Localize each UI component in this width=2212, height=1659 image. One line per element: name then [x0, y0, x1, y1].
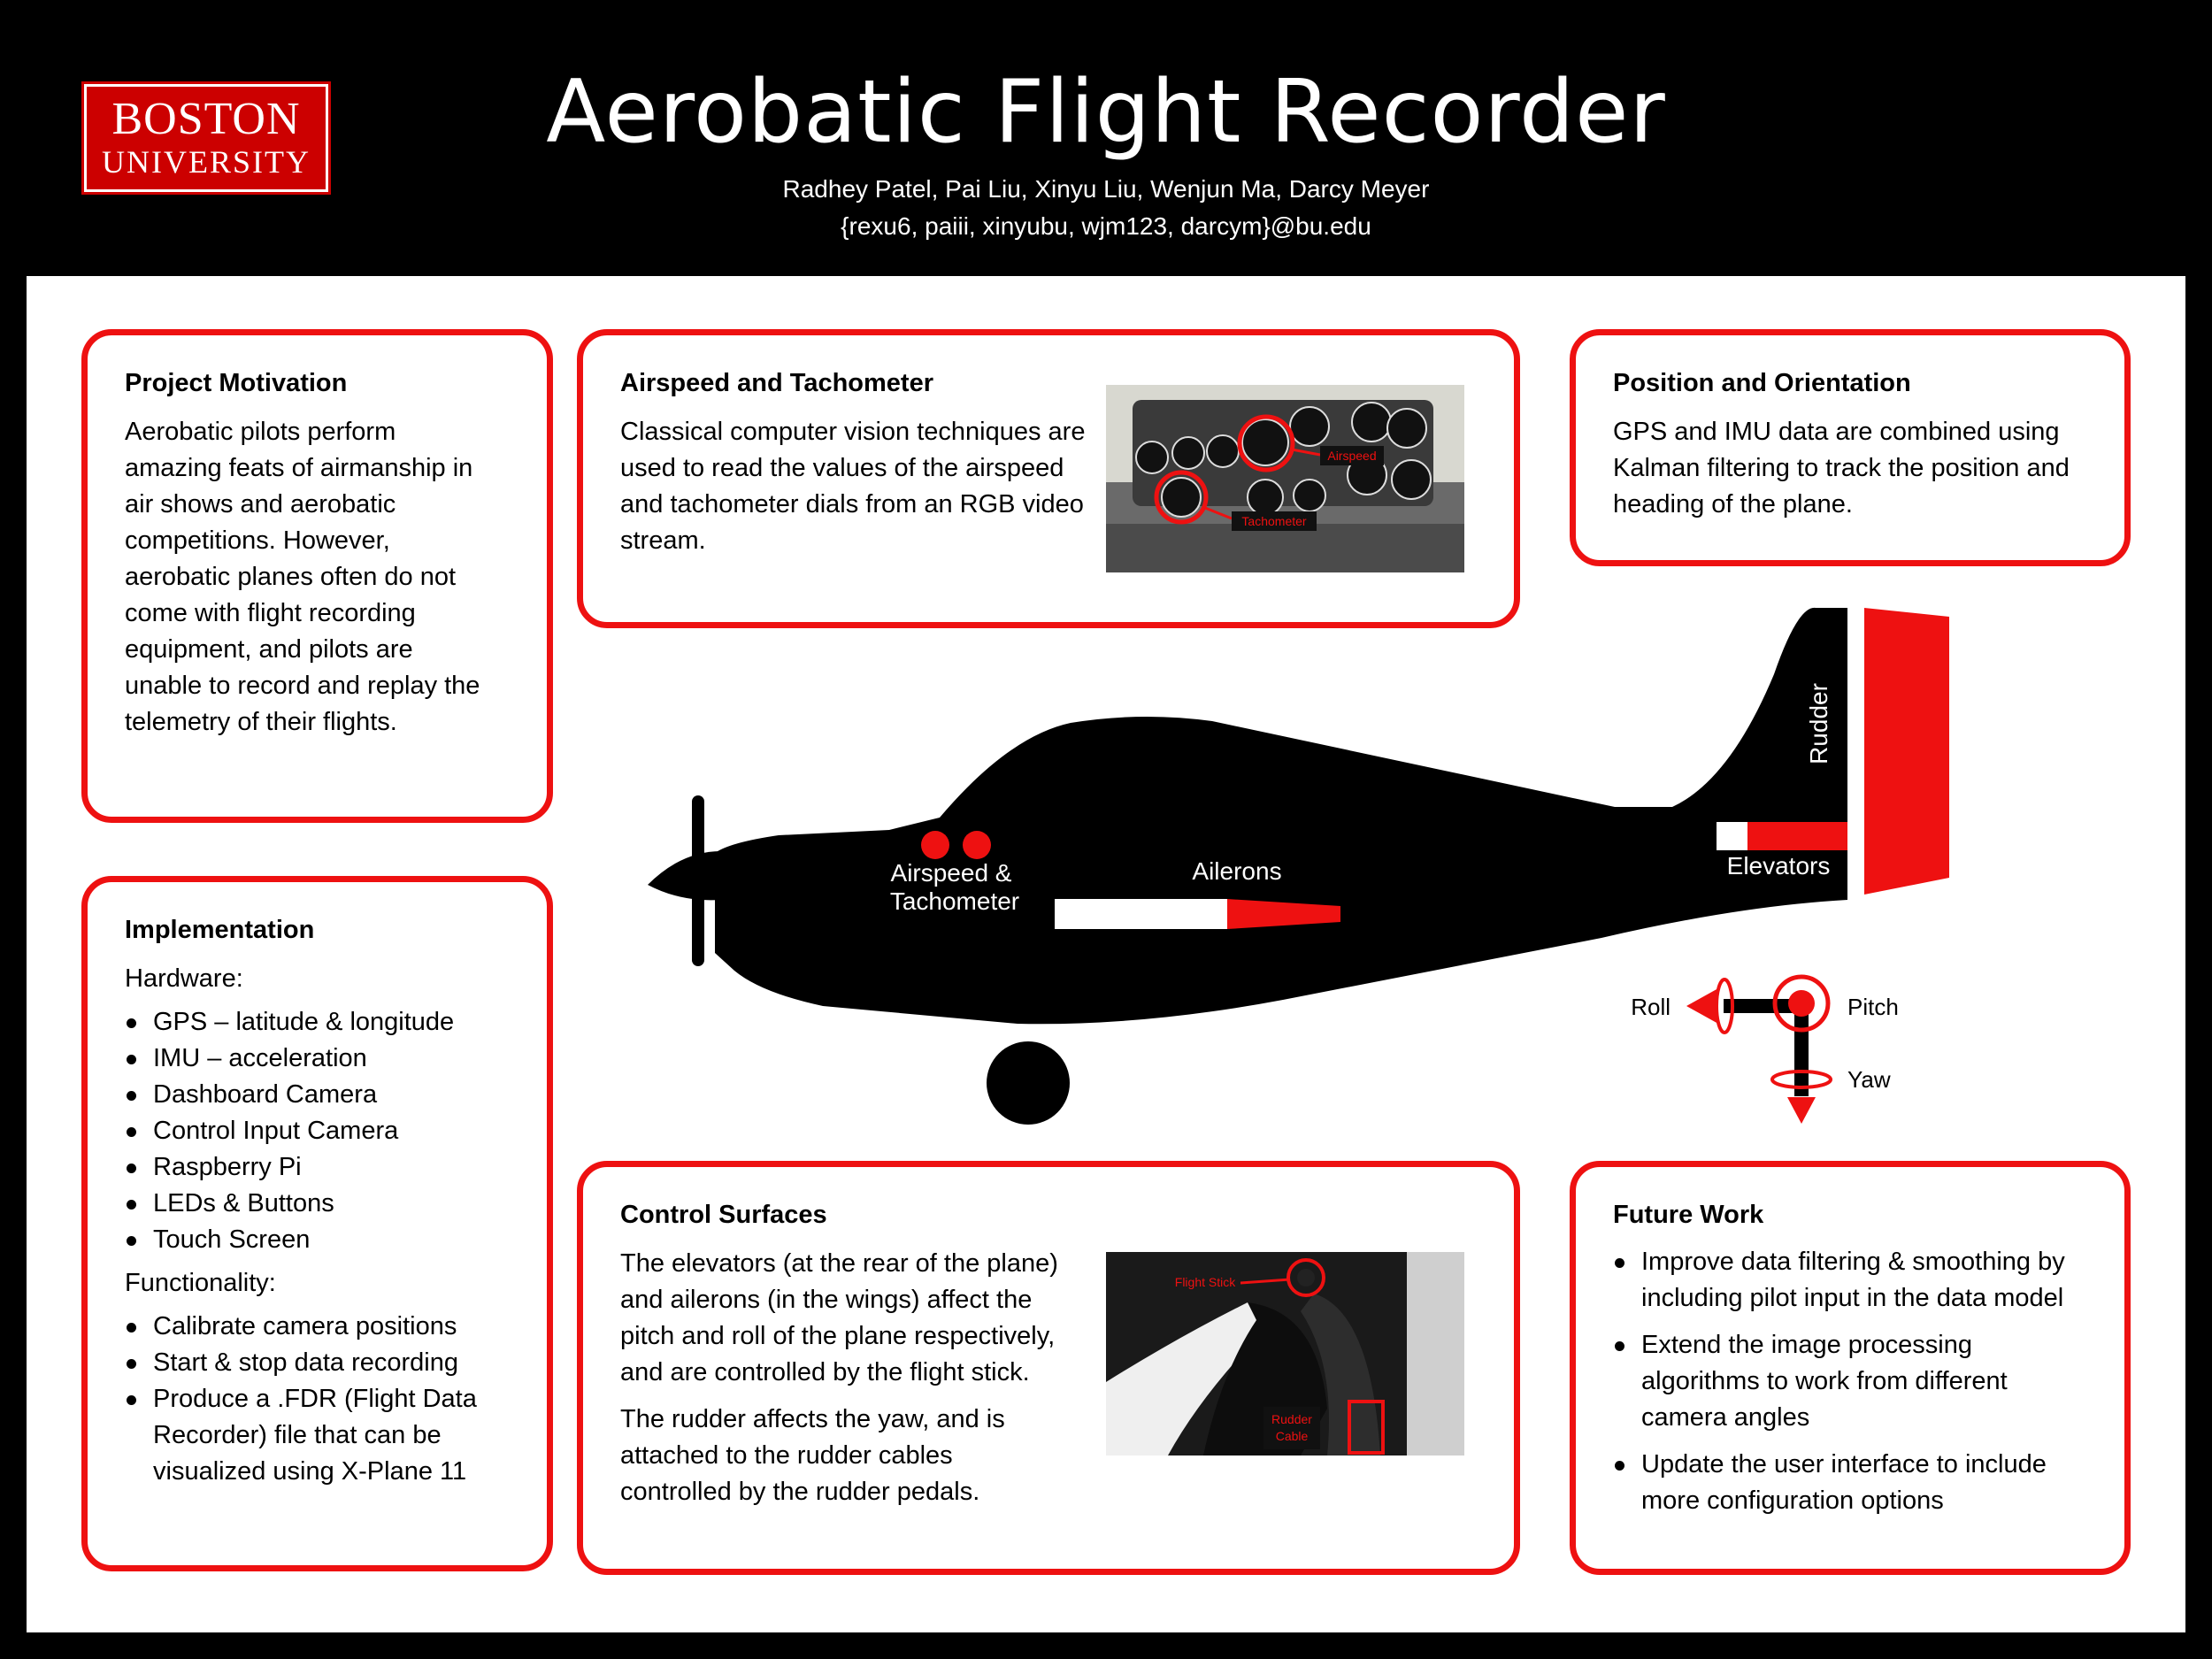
position-orientation-panel: Position and Orientation GPS and IMU dat… [1570, 329, 2131, 566]
axes-indicator: Roll Pitch Yaw [1631, 974, 1899, 1124]
implementation-panel: Implementation Hardware: GPS – latitude … [81, 876, 553, 1571]
flight-stick-photo-label: Flight Stick [1175, 1275, 1236, 1289]
panel-heading: Future Work [1613, 1201, 1764, 1229]
airspeed-label-line2: Tachometer [890, 887, 1019, 915]
ailerons-label: Ailerons [1192, 857, 1281, 885]
list-item: Extend the image processing algorithms t… [1613, 1327, 2091, 1436]
list-item: LEDs & Buttons [125, 1186, 547, 1222]
aileron-wing-bar [1055, 899, 1227, 929]
project-motivation-panel: Project Motivation Aerobatic pilots perf… [81, 329, 553, 823]
elevators-label: Elevators [1727, 852, 1831, 879]
panel-heading: Implementation [125, 916, 315, 944]
list-item: Update the user interface to include mor… [1613, 1447, 2091, 1519]
panel-body: Aerobatic pilots perform amazing feats o… [125, 418, 480, 736]
panel-heading: Position and Orientation [1613, 369, 1911, 397]
airspeed-label-line1: Airspeed & [891, 859, 1012, 887]
airspeed-photo-label: Airspeed [1327, 449, 1376, 463]
panel-heading: Project Motivation [125, 369, 348, 397]
airplane-diagram: Airspeed Tachometer Flight Stick Rudder … [648, 385, 1949, 1455]
rudder-cable-photo-label-line2: Cable [1276, 1429, 1309, 1443]
rudder-cable-photo-label-line1: Rudder [1271, 1412, 1312, 1426]
list-item: Raspberry Pi [125, 1149, 547, 1186]
tachometer-indicator-dot [963, 831, 991, 859]
pitch-label: Pitch [1847, 994, 1899, 1020]
list-item: IMU – acceleration [125, 1041, 547, 1077]
panel-heading: Airspeed and Tachometer [620, 369, 934, 397]
pitch-rotation-icon [1772, 974, 1831, 1033]
logo-line-1: BOSTON [111, 94, 301, 144]
list-item: Improve data filtering & smoothing by in… [1613, 1244, 2091, 1317]
rudder-label: Rudder [1805, 683, 1832, 764]
panel-body: GPS and IMU data are combined using Kalm… [1613, 418, 2070, 518]
list-item: Start & stop data recording [125, 1345, 488, 1381]
aileron-surface [1227, 899, 1340, 929]
dashboard-photo: Airspeed Tachometer [1106, 385, 1464, 572]
propeller-spinner [648, 851, 721, 901]
control-surfaces-panel: Control Surfaces The elevators (at the r… [577, 1161, 1520, 1575]
pitch-axis-dot-icon [1788, 990, 1815, 1017]
list-item: Touch Screen [125, 1222, 547, 1258]
hardware-label: Hardware: [125, 964, 243, 993]
panel-body-2: The rudder affects the yaw, and is attac… [620, 1405, 1005, 1506]
author-emails: {rexu6, paiii, xinyubu, wjm123, darcym}@… [841, 212, 1371, 240]
list-item: Produce a .FDR (Flight Data Recorder) fi… [125, 1381, 488, 1490]
landing-wheel [987, 1041, 1070, 1125]
rudder-gap [1847, 608, 1864, 900]
list-item: Control Input Camera [125, 1113, 547, 1149]
list-item: Calibrate camera positions [125, 1309, 488, 1345]
roll-label: Roll [1631, 994, 1671, 1020]
yaw-rotation-icon [1770, 1070, 1832, 1089]
panel-body: Classical computer vision techniques are… [620, 418, 1086, 555]
airspeed-tachometer-panel: Airspeed and Tachometer Classical comput… [577, 329, 1520, 628]
poster-title: Aerobatic Flight Recorder [546, 62, 1666, 163]
authors: Radhey Patel, Pai Liu, Xinyu Liu, Wenjun… [782, 175, 1430, 203]
boston-university-logo: BOSTON UNIVERSITY [81, 81, 331, 195]
hardware-list: GPS – latitude & longitude IMU – acceler… [125, 1004, 547, 1258]
yaw-arrow-icon [1787, 1097, 1816, 1124]
list-item: GPS – latitude & longitude [125, 1004, 547, 1041]
yaw-label: Yaw [1847, 1066, 1891, 1093]
functionality-list: Calibrate camera positions Start & stop … [125, 1309, 488, 1490]
functionality-label: Functionality: [125, 1269, 276, 1297]
panel-body-1: The elevators (at the rear of the plane)… [620, 1249, 1058, 1386]
cockpit-photo: Flight Stick Rudder Cable [1106, 1252, 1464, 1455]
panel-heading: Control Surfaces [620, 1201, 827, 1229]
future-work-list: Improve data filtering & smoothing by in… [1613, 1244, 2091, 1519]
airplane-silhouette [648, 607, 1949, 1125]
roll-arrow-icon [1686, 988, 1718, 1024]
list-item: Dashboard Camera [125, 1077, 547, 1113]
future-work-panel: Future Work Improve data filtering & smo… [1570, 1161, 2131, 1575]
fuselage [715, 607, 1847, 1025]
rudder-surface [1864, 608, 1949, 895]
logo-line-2: UNIVERSITY [102, 144, 311, 180]
tachometer-photo-label: Tachometer [1241, 514, 1306, 528]
elevator-surface [1747, 822, 1847, 850]
airspeed-indicator-dot [921, 831, 949, 859]
poster-canvas: Project Motivation Aerobatic pilots perf… [27, 276, 2185, 1632]
roll-rotation-icon [1715, 978, 1734, 1034]
